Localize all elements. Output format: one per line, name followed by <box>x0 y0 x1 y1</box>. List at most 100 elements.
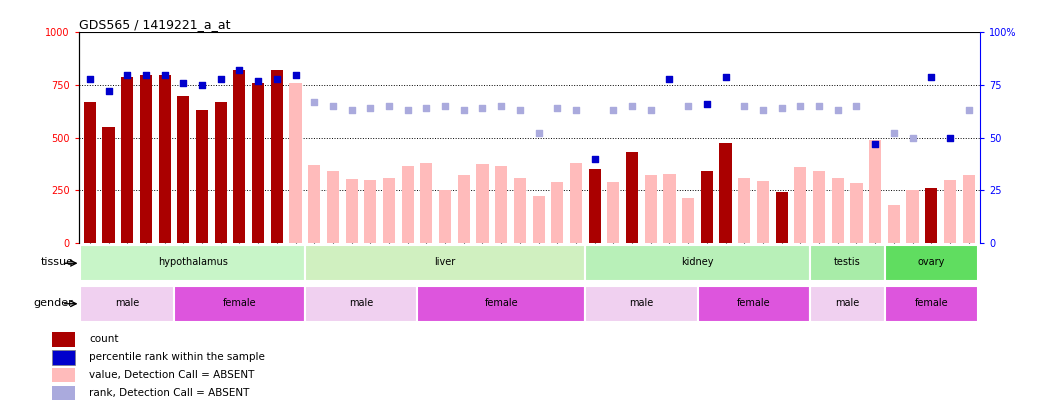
Bar <box>177 96 190 243</box>
Text: ovary: ovary <box>918 258 945 267</box>
Text: tissue: tissue <box>41 258 73 267</box>
Point <box>118 71 135 78</box>
Point <box>941 134 958 141</box>
Bar <box>420 163 433 243</box>
Bar <box>139 75 152 243</box>
Bar <box>682 198 694 243</box>
Point <box>194 82 211 88</box>
Bar <box>305 286 417 322</box>
Text: male: male <box>629 298 654 308</box>
Point <box>886 130 902 137</box>
Point <box>586 156 603 162</box>
Point <box>456 107 473 113</box>
Bar <box>308 165 321 243</box>
Point <box>82 75 99 82</box>
Bar <box>52 332 75 347</box>
Bar <box>586 245 810 281</box>
Point <box>960 107 977 113</box>
Text: gender: gender <box>34 298 73 308</box>
Bar <box>869 140 881 243</box>
Point <box>175 80 192 86</box>
Point <box>287 71 304 78</box>
Bar <box>174 286 305 322</box>
Text: female: female <box>484 298 518 308</box>
Point <box>867 141 883 147</box>
Bar <box>586 286 698 322</box>
Bar <box>81 286 174 322</box>
Point <box>792 103 809 109</box>
Bar <box>346 179 357 243</box>
Bar <box>607 182 619 243</box>
Bar <box>832 178 844 243</box>
Bar <box>888 205 900 243</box>
Point <box>249 78 266 84</box>
Bar <box>327 171 339 243</box>
Point <box>736 103 752 109</box>
Bar <box>813 171 825 243</box>
Point <box>343 107 359 113</box>
Bar <box>925 188 937 243</box>
Bar <box>794 167 807 243</box>
Point <box>680 103 697 109</box>
Bar <box>103 127 114 243</box>
Text: female: female <box>222 298 256 308</box>
Point <box>101 88 117 95</box>
Point <box>549 105 566 111</box>
Bar <box>698 286 810 322</box>
Bar <box>122 77 133 243</box>
Bar <box>757 181 769 243</box>
Text: male: male <box>115 298 139 308</box>
Bar <box>417 286 586 322</box>
Point <box>923 73 940 80</box>
Text: rank, Detection Call = ABSENT: rank, Detection Call = ABSENT <box>89 388 249 398</box>
Text: kidney: kidney <box>681 258 714 267</box>
Point <box>231 67 247 74</box>
Point <box>156 71 173 78</box>
Point <box>493 103 509 109</box>
Point <box>717 73 734 80</box>
Bar <box>477 164 488 243</box>
Bar <box>850 183 863 243</box>
Bar <box>234 70 245 243</box>
Text: GDS565 / 1419221_a_at: GDS565 / 1419221_a_at <box>79 18 231 31</box>
Bar <box>701 171 713 243</box>
Text: hypothalamus: hypothalamus <box>158 258 227 267</box>
Bar <box>570 163 582 243</box>
Point <box>511 107 528 113</box>
Bar <box>289 83 302 243</box>
Point <box>755 107 771 113</box>
Point <box>699 101 716 107</box>
Bar <box>158 75 171 243</box>
Point <box>661 75 678 82</box>
Point <box>642 107 659 113</box>
Bar <box>885 286 978 322</box>
Point <box>418 105 435 111</box>
Point <box>399 107 416 113</box>
Bar <box>944 180 956 243</box>
Point <box>530 130 547 137</box>
Text: testis: testis <box>834 258 860 267</box>
Text: percentile rank within the sample: percentile rank within the sample <box>89 352 265 362</box>
Bar <box>383 178 395 243</box>
Bar <box>81 245 305 281</box>
Text: female: female <box>915 298 948 308</box>
Point <box>568 107 585 113</box>
Bar <box>810 286 885 322</box>
Point <box>605 107 621 113</box>
Bar <box>401 166 414 243</box>
Bar <box>645 175 657 243</box>
Bar <box>305 245 586 281</box>
Point <box>829 107 846 113</box>
Bar <box>52 350 75 364</box>
Bar <box>551 182 564 243</box>
Bar <box>215 102 226 243</box>
Bar <box>962 175 975 243</box>
Point <box>137 71 154 78</box>
Bar <box>626 152 638 243</box>
Text: count: count <box>89 335 118 344</box>
Point <box>474 105 490 111</box>
Point <box>362 105 378 111</box>
Point <box>325 103 342 109</box>
Text: liver: liver <box>435 258 456 267</box>
Point <box>437 103 454 109</box>
